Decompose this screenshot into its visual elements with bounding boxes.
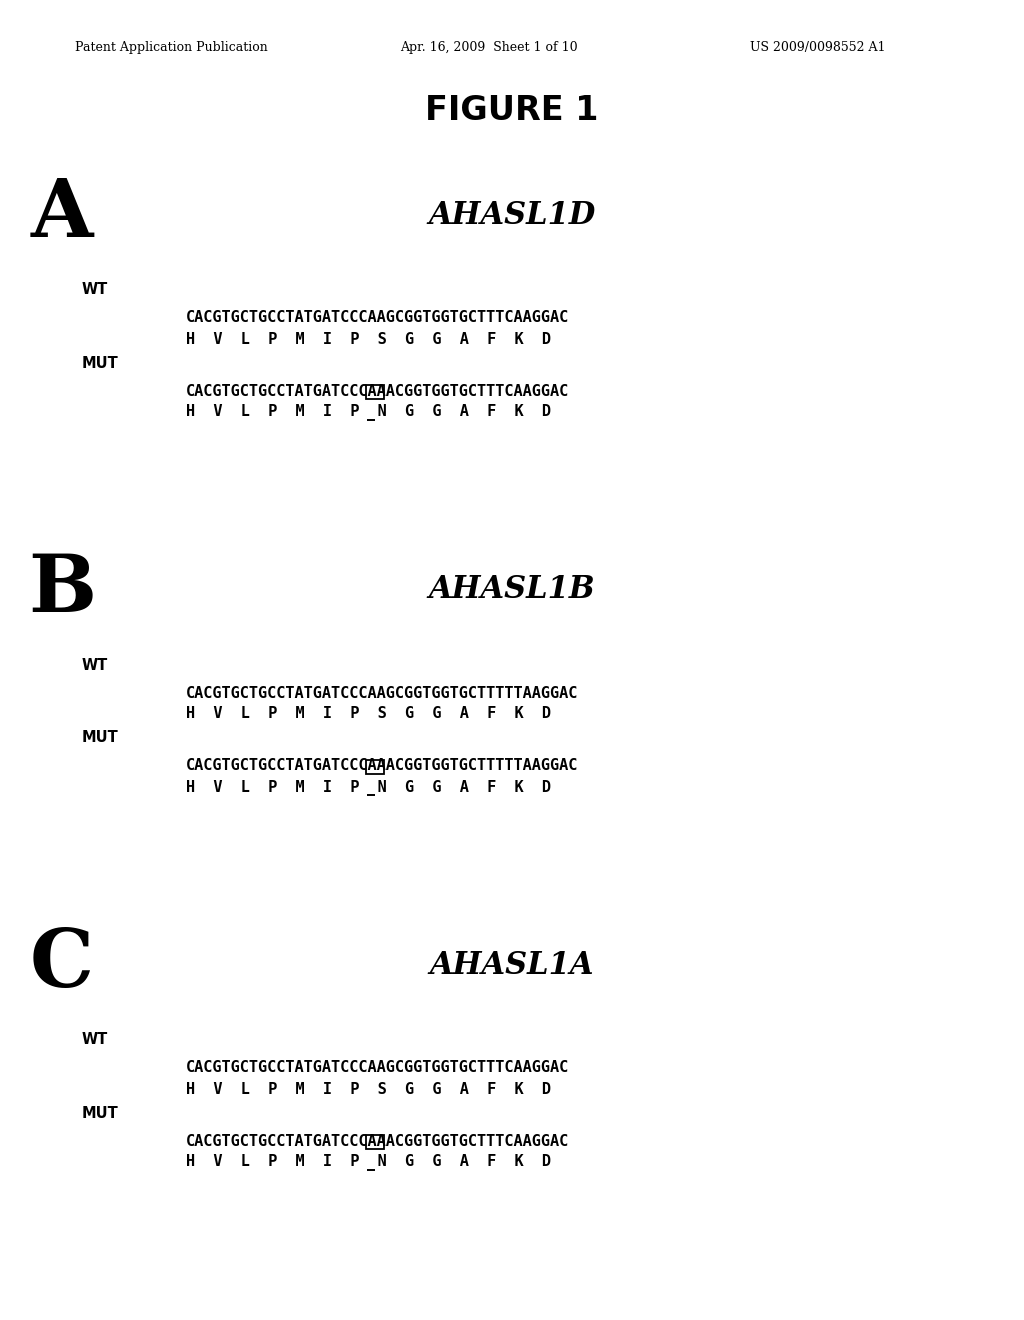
Text: WT: WT — [82, 282, 109, 297]
Bar — [367, 760, 384, 774]
Bar — [367, 1135, 384, 1148]
Text: WT: WT — [82, 657, 109, 672]
Text: CACGTGCTGCCTATGATCCCAAACGGTGGTGCTTTCAAGGAC: CACGTGCTGCCTATGATCCCAAACGGTGGTGCTTTCAAGG… — [186, 1134, 569, 1148]
Text: CACGTGCTGCCTATGATCCCAAACGGTGGTGCTTTTTAAGGAC: CACGTGCTGCCTATGATCCCAAACGGTGGTGCTTTTTAAG… — [186, 759, 579, 774]
Text: CACGTGCTGCCTATGATCCCAAGCGGTGGTGCTTTCAAGGAC: CACGTGCTGCCTATGATCCCAAGCGGTGGTGCTTTCAAGG… — [186, 1060, 569, 1076]
Text: Apr. 16, 2009  Sheet 1 of 10: Apr. 16, 2009 Sheet 1 of 10 — [400, 41, 578, 54]
Text: MUT: MUT — [82, 355, 119, 371]
Text: MUT: MUT — [82, 730, 119, 746]
Text: B: B — [28, 550, 96, 630]
Text: MUT: MUT — [82, 1106, 119, 1121]
Text: H  V  L  P  M  I  P  S  G  G  A  F  K  D: H V L P M I P S G G A F K D — [186, 1081, 551, 1097]
Text: H  V  L  P  M  I  P  S  G  G  A  F  K  D: H V L P M I P S G G A F K D — [186, 331, 551, 346]
Text: CACGTGCTGCCTATGATCCCAAGCGGTGGTGCTTTCAAGGAC: CACGTGCTGCCTATGATCCCAAGCGGTGGTGCTTTCAAGG… — [186, 310, 569, 326]
Text: AHASL1D: AHASL1D — [428, 199, 596, 231]
Text: AHASL1A: AHASL1A — [430, 949, 594, 981]
Text: C: C — [30, 927, 94, 1005]
Bar — [367, 385, 384, 399]
Text: WT: WT — [82, 1032, 109, 1048]
Text: FIGURE 1: FIGURE 1 — [425, 94, 599, 127]
Text: H  V  L  P  M  I  P  N  G  G  A  F  K  D: H V L P M I P N G G A F K D — [186, 780, 551, 795]
Text: Patent Application Publication: Patent Application Publication — [75, 41, 267, 54]
Text: CACGTGCTGCCTATGATCCCAAGCGGTGGTGCTTTTTAAGGAC: CACGTGCTGCCTATGATCCCAAGCGGTGGTGCTTTTTAAG… — [186, 685, 579, 701]
Text: H  V  L  P  M  I  P  N  G  G  A  F  K  D: H V L P M I P N G G A F K D — [186, 404, 551, 420]
Text: US 2009/0098552 A1: US 2009/0098552 A1 — [750, 41, 886, 54]
Text: H  V  L  P  M  I  P  S  G  G  A  F  K  D: H V L P M I P S G G A F K D — [186, 706, 551, 722]
Text: AHASL1B: AHASL1B — [429, 574, 595, 606]
Text: CACGTGCTGCCTATGATCCCAAACGGTGGTGCTTTCAAGGAC: CACGTGCTGCCTATGATCCCAAACGGTGGTGCTTTCAAGG… — [186, 384, 569, 399]
Text: H  V  L  P  M  I  P  N  G  G  A  F  K  D: H V L P M I P N G G A F K D — [186, 1155, 551, 1170]
Text: A: A — [31, 176, 93, 253]
